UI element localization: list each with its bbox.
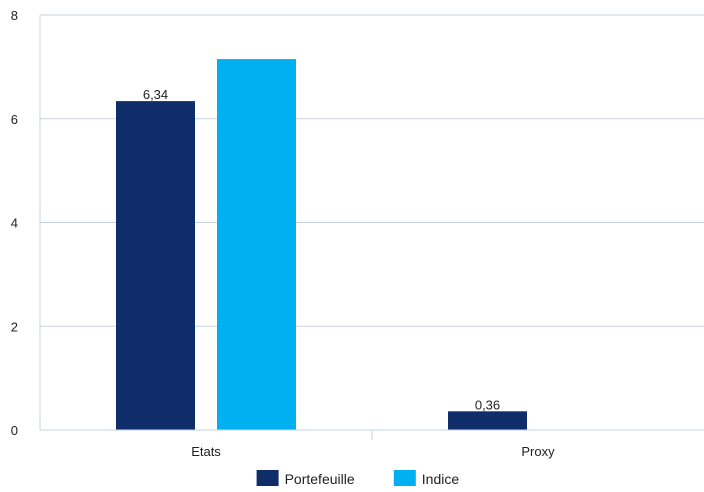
bar-indice-etats [217, 59, 296, 430]
y-tick-label: 8 [11, 8, 18, 23]
legend: Portefeuille Indice [256, 470, 460, 487]
y-tick-label: 0 [11, 423, 18, 438]
bar-portefeuille-etats [116, 101, 195, 431]
y-tick-label: 2 [11, 319, 18, 334]
y-tick-label: 6 [11, 112, 18, 127]
data-label: 6,34 [143, 87, 168, 102]
bars [116, 59, 527, 431]
legend-swatch-indice [393, 470, 416, 486]
y-axis-tick-labels: 0 2 4 6 8 [11, 8, 18, 438]
legend-label-portefeuille: Portefeuille [285, 471, 355, 487]
y-tick-label: 4 [11, 216, 18, 231]
x-category-label: Etats [191, 444, 221, 459]
legend-swatch-portefeuille [256, 470, 279, 486]
legend-label-indice: Indice [422, 471, 460, 487]
bar-portefeuille-proxy [448, 411, 527, 430]
data-labels: 6,34 0,36 [143, 87, 500, 412]
x-axis: Etats Proxy [40, 429, 704, 459]
data-label: 0,36 [475, 397, 500, 412]
x-category-label: Proxy [521, 444, 555, 459]
